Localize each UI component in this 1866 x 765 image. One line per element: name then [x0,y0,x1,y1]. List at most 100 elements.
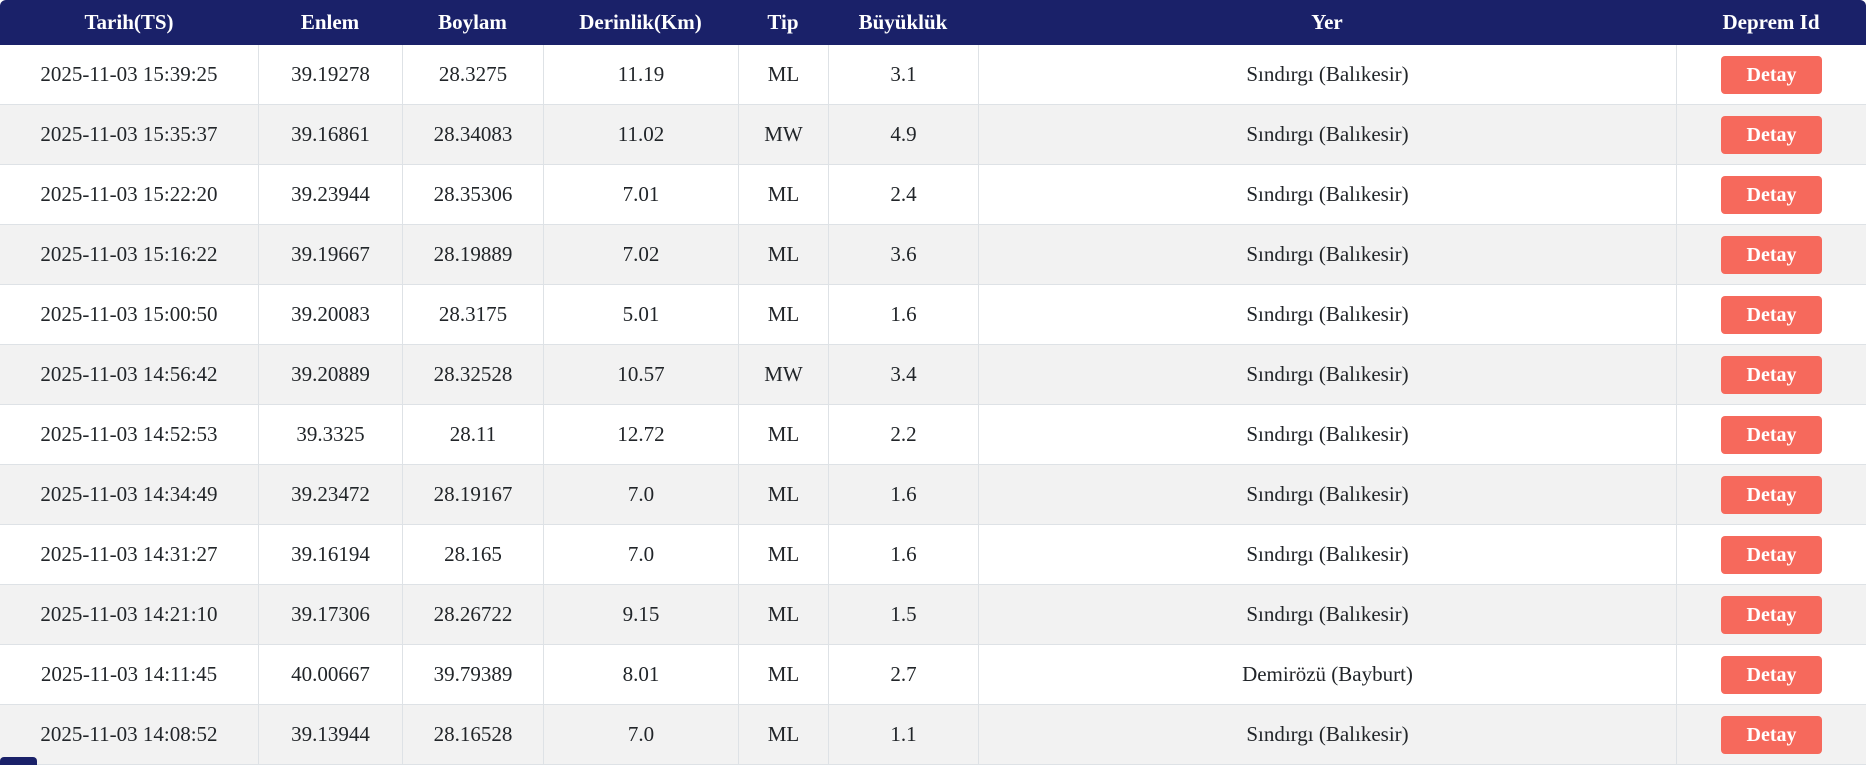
cell-derinlik: 7.01 [543,165,738,225]
cell-enlem: 39.20889 [258,345,402,405]
cell-tip: ML [738,525,828,585]
table-row: 2025-11-03 14:52:53 39.3325 28.11 12.72 ML 2.… [0,405,1866,465]
cell-tip: ML [738,45,828,105]
cell-enlem: 39.3325 [258,405,402,465]
detay-button[interactable]: Detay [1720,235,1823,274]
cell-tarih: 2025-11-03 15:35:37 [0,105,258,165]
cell-tip: ML [738,285,828,345]
column-header-deprem-id: Deprem Id [1676,0,1866,45]
cell-derinlik: 10.57 [543,345,738,405]
cell-tip: ML [738,465,828,525]
cell-boylam: 28.35306 [402,165,543,225]
cell-yer: Sındırgı (Balıkesir) [978,525,1676,585]
cell-buyukluk: 3.4 [828,345,978,405]
header-row: Tarih(TS) Enlem Boylam Derinlik(Km) Tip Büyük… [0,0,1866,45]
cell-tip: MW [738,345,828,405]
cell-deprem-id: Detay [1676,165,1866,225]
cell-derinlik: 7.02 [543,225,738,285]
column-header-tarih: Tarih(TS) [0,0,258,45]
detay-button[interactable]: Detay [1720,55,1823,94]
cell-deprem-id: Detay [1676,45,1866,105]
cell-tarih: 2025-11-03 15:22:20 [0,165,258,225]
detay-button[interactable]: Detay [1720,355,1823,394]
cell-buyukluk: 2.2 [828,405,978,465]
cell-yer: Sındırgı (Balıkesir) [978,585,1676,645]
table-row: 2025-11-03 14:08:52 39.13944 28.16528 7.0 ML… [0,705,1866,765]
cell-deprem-id: Detay [1676,585,1866,645]
table-row: 2025-11-03 15:22:20 39.23944 28.35306 7.01 M… [0,165,1866,225]
table-row: 2025-11-03 14:11:45 40.00667 39.79389 8.01 M… [0,645,1866,705]
table-row: 2025-11-03 14:21:10 39.17306 28.26722 9.15 M… [0,585,1866,645]
table-row: 2025-11-03 15:35:37 39.16861 28.34083 11.02… [0,105,1866,165]
cell-tarih: 2025-11-03 15:39:25 [0,45,258,105]
cell-deprem-id: Detay [1676,645,1866,705]
detay-button[interactable]: Detay [1720,535,1823,574]
cell-derinlik: 12.72 [543,405,738,465]
column-header-tip: Tip [738,0,828,45]
cell-deprem-id: Detay [1676,465,1866,525]
cell-boylam: 28.32528 [402,345,543,405]
cell-boylam: 28.16528 [402,705,543,765]
cell-tarih: 2025-11-03 15:16:22 [0,225,258,285]
cell-yer: Sındırgı (Balıkesir) [978,285,1676,345]
cell-tip: ML [738,585,828,645]
cell-yer: Sındırgı (Balıkesir) [978,105,1676,165]
cell-tarih: 2025-11-03 14:34:49 [0,465,258,525]
table-row: 2025-11-03 15:39:25 39.19278 28.3275 11.19 M… [0,45,1866,105]
cell-boylam: 28.11 [402,405,543,465]
cell-yer: Sındırgı (Balıkesir) [978,165,1676,225]
cell-tarih: 2025-11-03 15:00:50 [0,285,258,345]
cell-yer: Sındırgı (Balıkesir) [978,405,1676,465]
cell-tip: ML [738,165,828,225]
cell-enlem: 39.13944 [258,705,402,765]
detay-button[interactable]: Detay [1720,415,1823,454]
cell-derinlik: 9.15 [543,585,738,645]
cell-derinlik: 11.19 [543,45,738,105]
cell-derinlik: 5.01 [543,285,738,345]
cell-deprem-id: Detay [1676,225,1866,285]
cell-enlem: 39.16861 [258,105,402,165]
cell-enlem: 39.19667 [258,225,402,285]
table-row: 2025-11-03 14:31:27 39.16194 28.165 7.0 ML 1.… [0,525,1866,585]
cell-derinlik: 7.0 [543,525,738,585]
cell-buyukluk: 2.7 [828,645,978,705]
cell-deprem-id: Detay [1676,525,1866,585]
cell-boylam: 28.3275 [402,45,543,105]
detay-button[interactable]: Detay [1720,655,1823,694]
column-header-yer: Yer [978,0,1676,45]
cell-deprem-id: Detay [1676,285,1866,345]
detay-button[interactable]: Detay [1720,595,1823,634]
cell-enlem: 39.17306 [258,585,402,645]
cell-tarih: 2025-11-03 14:52:53 [0,405,258,465]
footer-button-peek[interactable] [0,757,37,765]
detay-button[interactable]: Detay [1720,295,1823,334]
detay-button[interactable]: Detay [1720,175,1823,214]
cell-boylam: 28.34083 [402,105,543,165]
cell-enlem: 39.16194 [258,525,402,585]
table-header: Tarih(TS) Enlem Boylam Derinlik(Km) Tip Büyük… [0,0,1866,45]
cell-boylam: 28.3175 [402,285,543,345]
cell-enlem: 39.23944 [258,165,402,225]
cell-yer: Sındırgı (Balıkesir) [978,345,1676,405]
cell-buyukluk: 1.6 [828,465,978,525]
detay-button[interactable]: Detay [1720,475,1823,514]
cell-yer: Sındırgı (Balıkesir) [978,225,1676,285]
column-header-buyukluk: Büyüklük [828,0,978,45]
column-header-boylam: Boylam [402,0,543,45]
cell-tip: ML [738,225,828,285]
detay-button[interactable]: Detay [1720,115,1823,154]
cell-tip: ML [738,645,828,705]
cell-buyukluk: 3.6 [828,225,978,285]
cell-yer: Demirözü (Bayburt) [978,645,1676,705]
column-header-enlem: Enlem [258,0,402,45]
cell-yer: Sındırgı (Balıkesir) [978,465,1676,525]
cell-derinlik: 8.01 [543,645,738,705]
cell-tip: ML [738,405,828,465]
cell-derinlik: 7.0 [543,465,738,525]
detay-button[interactable]: Detay [1720,715,1823,754]
cell-tarih: 2025-11-03 14:08:52 [0,705,258,765]
cell-derinlik: 7.0 [543,705,738,765]
cell-derinlik: 11.02 [543,105,738,165]
cell-boylam: 28.26722 [402,585,543,645]
